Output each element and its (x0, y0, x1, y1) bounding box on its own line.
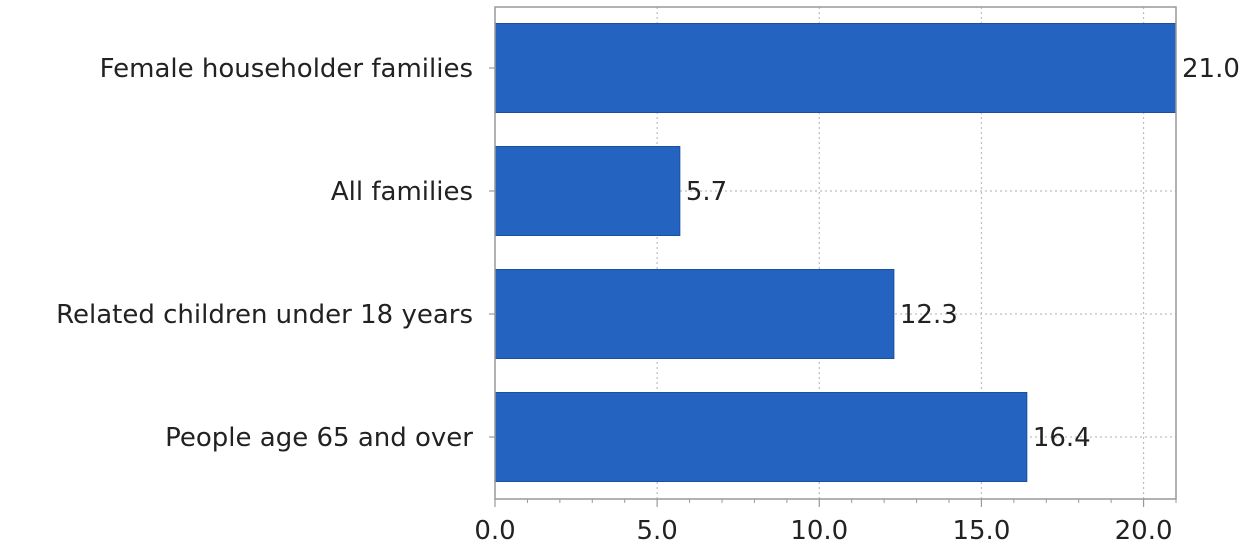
x-tick-label: 10.0 (790, 516, 848, 546)
category-label: Related children under 18 years (56, 300, 473, 330)
axes (489, 67, 1177, 507)
category-label: Female householder families (100, 54, 473, 84)
value-label: 5.7 (686, 177, 727, 207)
labels: 21.0 5.7 12.3 16.4 Female householder famili… (56, 54, 1240, 546)
bar (494, 392, 1028, 482)
value-label: 16.4 (1033, 423, 1091, 453)
value-label: 21.0 (1182, 54, 1240, 84)
plot-frame (494, 6, 1177, 500)
x-tick-label: 5.0 (636, 516, 677, 546)
bar (494, 269, 895, 359)
bars (494, 23, 1177, 482)
value-label: 12.3 (900, 300, 958, 330)
category-label: People age 65 and over (165, 423, 473, 453)
x-tick-label: 15.0 (952, 516, 1010, 546)
bar (494, 146, 681, 236)
x-tick-label: 20.0 (1115, 516, 1173, 546)
category-label: All families (331, 177, 473, 207)
bar (494, 23, 1177, 113)
x-tick-label: 0.0 (474, 516, 515, 546)
